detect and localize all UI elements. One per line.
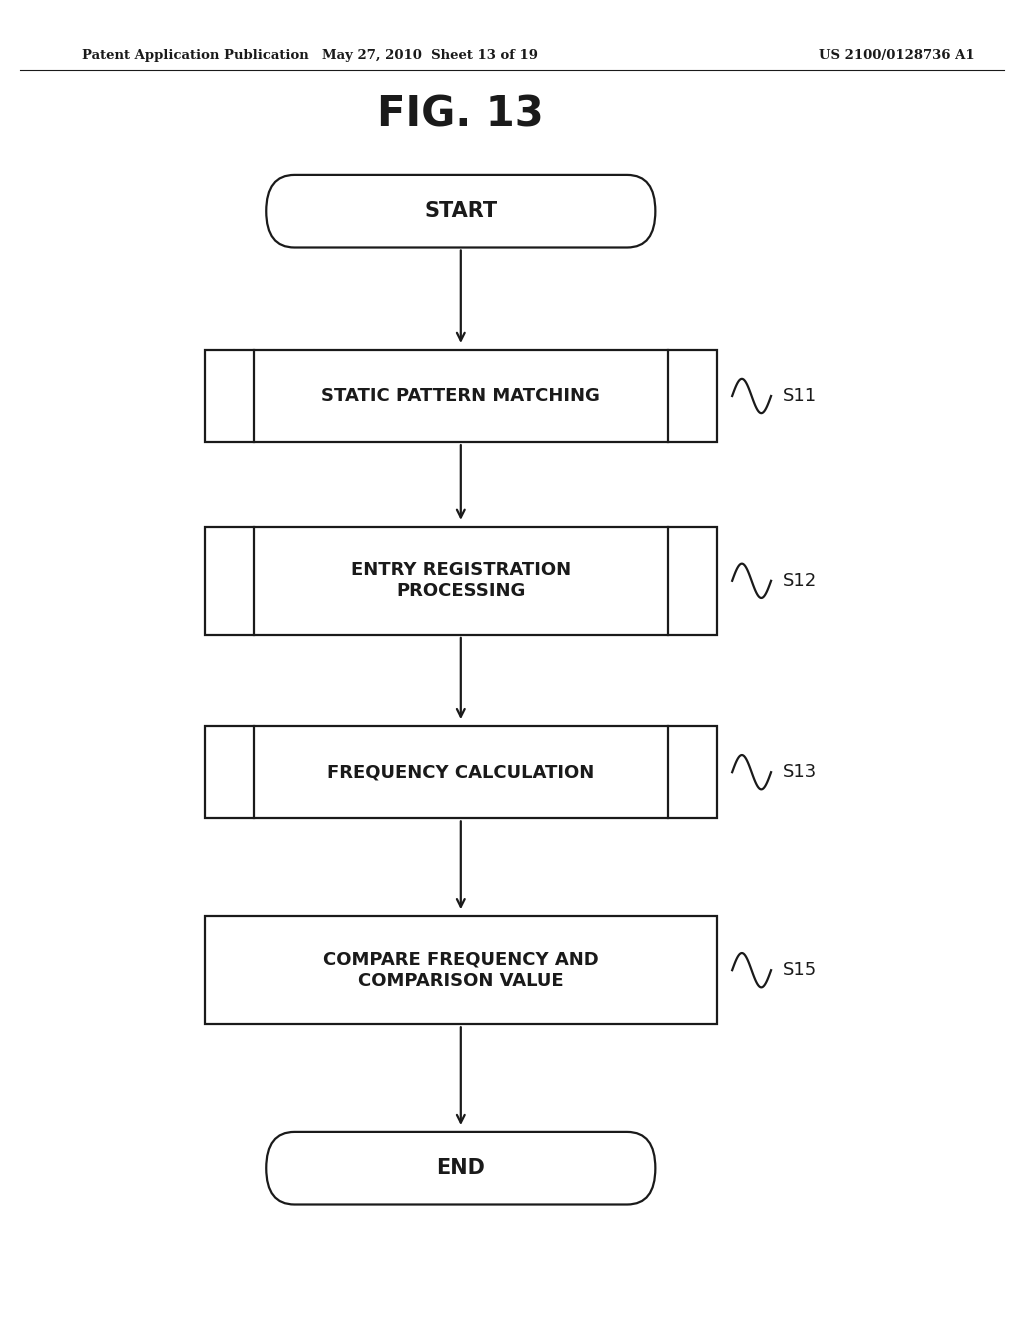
Text: FIG. 13: FIG. 13: [378, 94, 544, 136]
Bar: [205, 726, 717, 818]
Text: S15: S15: [783, 961, 817, 979]
Bar: [205, 916, 717, 1024]
Bar: [205, 350, 717, 442]
Text: COMPARE FREQUENCY AND
COMPARISON VALUE: COMPARE FREQUENCY AND COMPARISON VALUE: [323, 950, 599, 990]
Bar: [205, 527, 717, 635]
Text: Patent Application Publication: Patent Application Publication: [82, 49, 308, 62]
FancyBboxPatch shape: [266, 174, 655, 248]
FancyBboxPatch shape: [266, 1131, 655, 1204]
Text: May 27, 2010  Sheet 13 of 19: May 27, 2010 Sheet 13 of 19: [323, 49, 538, 62]
Text: US 2100/0128736 A1: US 2100/0128736 A1: [819, 49, 975, 62]
Text: S12: S12: [783, 572, 817, 590]
Text: STATIC PATTERN MATCHING: STATIC PATTERN MATCHING: [322, 387, 600, 405]
Text: END: END: [436, 1158, 485, 1179]
Text: ENTRY REGISTRATION
PROCESSING: ENTRY REGISTRATION PROCESSING: [351, 561, 570, 601]
Text: S13: S13: [783, 763, 817, 781]
Text: FREQUENCY CALCULATION: FREQUENCY CALCULATION: [328, 763, 594, 781]
Text: S11: S11: [783, 387, 817, 405]
Text: START: START: [424, 201, 498, 222]
